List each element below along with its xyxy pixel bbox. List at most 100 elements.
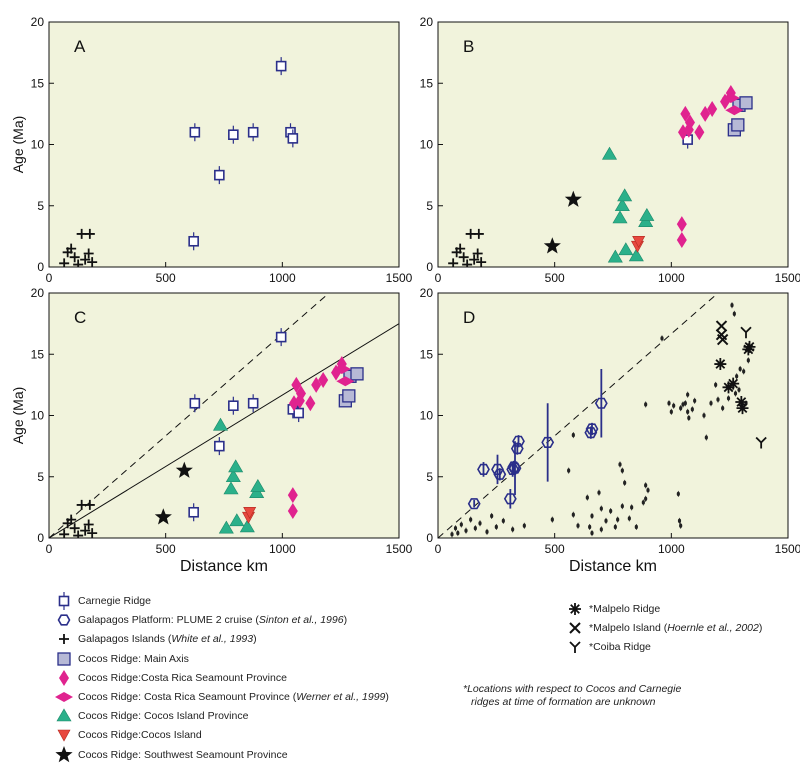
legend-note-line2: ridges at time of formation are unknown [471,696,656,708]
data-point-asterisk [736,402,749,415]
data-point-dot [683,400,687,407]
legend-item: Galapagos Platform: PLUME 2 cruise (Sint… [54,611,347,629]
data-point-plus [469,254,480,265]
legend-citation: White et al., 1993 [171,633,254,646]
legend-right: *Malpelo Ridge *Malpelo Island (Hoernle e… [565,600,795,660]
y-tick-label: 15 [420,76,434,90]
legend-label: Cocos Ridge:Cocos Island [78,729,202,741]
x-tick-label: 1000 [269,271,296,285]
data-point-x [715,320,728,332]
data-point-filled-square [739,96,753,110]
data-point-open-square [287,129,299,148]
data-point-dot [522,522,526,529]
series-star [154,461,193,525]
data-point-dot [464,527,468,534]
y-icon [565,638,585,656]
data-point-plus [83,519,94,530]
data-point-dot [473,525,477,532]
legend-item: *Malpelo Ridge [565,600,660,618]
y-tick-label: 15 [31,76,45,90]
y-tick-label: 10 [31,138,45,152]
legend-label: *Coiba Ridge [589,641,651,653]
y-tick-label: 15 [31,347,45,361]
open-square-icon [54,592,74,610]
data-point-dot [730,302,734,309]
data-point-dot [646,487,650,494]
y-tick-label: 0 [426,260,433,274]
data-point-dot [704,434,708,441]
wide-diamond-icon [54,688,74,706]
data-point-dot [597,489,601,496]
data-point-dot [714,381,718,388]
data-point-diamond [676,232,687,249]
data-point-open-hexagon [585,422,599,436]
data-layer [59,57,299,267]
data-point-dot [588,523,592,530]
y-tick-label: 5 [37,199,44,213]
legend-label-text: Cocos Ridge: Costa Rica Seamount Provinc… [78,691,297,703]
data-point-plus [87,528,98,538]
data-point-open-square [247,394,259,413]
legend-label-text: *Malpelo Ridge [589,603,661,615]
y-tick-label: 20 [31,15,45,29]
data-point-open-hexagon [503,489,517,509]
data-point-dot [450,531,454,538]
data-point-dot [623,479,627,486]
data-point-plus [80,525,91,536]
y-tick-label: 10 [31,409,45,423]
data-point-dot [686,408,690,415]
series-x [715,320,729,346]
data-point-triangle-up [228,459,244,473]
data-point-wide-diamond [721,92,740,103]
triangle-up-icon [54,707,74,725]
data-point-plus [80,254,91,265]
chart-panel-b: 0 500 1000 1500 0 5 10 15 20 B [420,15,800,285]
data-point-plus [66,514,77,525]
series-open-square [188,328,304,522]
legend-label: Galapagos Islands (White et al., 1993) [78,633,257,645]
x-axis-label: Distance km [180,558,268,575]
data-point-open-square [188,232,199,251]
legend-item: *Coiba Ridge [565,638,651,656]
x-tick-label: 1500 [775,542,800,556]
legend-item: Cocos Ridge: Southwest Seamount Province [54,745,288,764]
data-point-dot [485,528,489,535]
data-point-x [716,333,729,346]
data-point-diamond [676,216,687,233]
data-point-asterisk [727,377,740,390]
data-point-diamond [287,503,298,520]
data-layer [448,85,753,267]
data-point-triangle-up [223,481,239,495]
data-point-dot [618,461,622,468]
data-point-dot [609,508,613,515]
data-point-triangle-up [639,207,655,221]
data-point-dot [669,408,673,415]
triangle-down-icon [54,726,74,744]
data-point-plus [59,258,70,267]
legend-label-text: Cocos Ridge: Main Axis [78,652,189,665]
data-point-diamond [700,105,711,122]
data-point-asterisk [735,396,748,409]
data-point-triangle-up [218,520,234,534]
diamond-icon [54,669,74,687]
data-point-open-square [214,166,225,185]
data-point-open-hexagon [477,462,490,477]
data-point-dot [567,467,571,474]
legend-label: Cocos Ridge: Cocos Island Province [78,710,248,722]
data-point-dot [746,357,750,364]
data-point-diamond [305,395,316,412]
data-point-plus [473,228,484,239]
data-point-dot [742,368,746,375]
data-point-plus [455,243,466,254]
legend-citation: Sinton et al., 1996 [258,614,344,627]
y-tick-label: 0 [37,531,44,545]
data-point-diamond [694,124,705,141]
data-point-y [755,436,767,449]
y-axis-label: Age (Ma) [10,387,26,445]
data-point-dot [690,406,694,413]
plus-icon [54,630,74,648]
data-point-dot [641,499,645,506]
legend-label-suffix: ) [253,633,257,646]
legend-label-text: Cocos Ridge: Cocos Island Province [78,710,249,723]
plot-area [437,292,789,539]
